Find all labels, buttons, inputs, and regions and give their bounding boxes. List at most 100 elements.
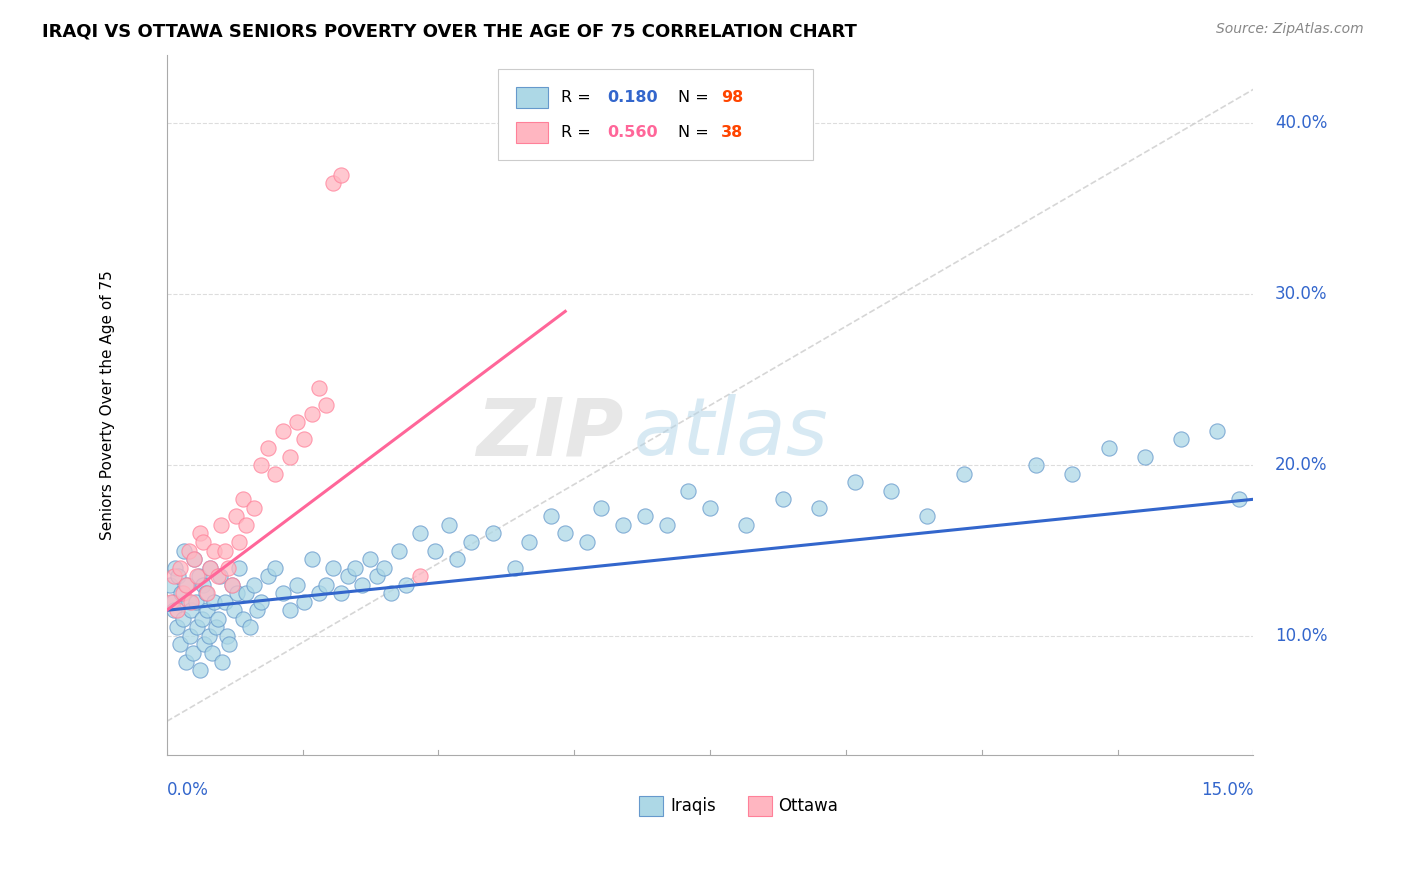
Point xyxy=(735,517,758,532)
Text: 10.0%: 10.0% xyxy=(1275,627,1327,645)
Point xyxy=(952,467,974,481)
Point xyxy=(301,552,323,566)
Point xyxy=(301,407,323,421)
Point xyxy=(329,586,352,600)
Point xyxy=(612,517,634,532)
Point xyxy=(503,560,526,574)
Point xyxy=(188,526,211,541)
Point xyxy=(198,629,221,643)
Point xyxy=(177,543,200,558)
Point xyxy=(179,629,201,643)
Point xyxy=(1062,467,1084,481)
Point xyxy=(165,560,187,574)
Point xyxy=(439,517,461,532)
Point xyxy=(308,381,330,395)
Text: IRAQI VS OTTAWA SENIORS POVERTY OVER THE AGE OF 75 CORRELATION CHART: IRAQI VS OTTAWA SENIORS POVERTY OVER THE… xyxy=(42,22,858,40)
Point xyxy=(191,577,214,591)
Point xyxy=(575,535,598,549)
Point xyxy=(409,526,432,541)
Point xyxy=(1206,424,1229,438)
Text: R =: R = xyxy=(561,90,596,104)
Point xyxy=(172,612,194,626)
Text: 0.180: 0.180 xyxy=(607,90,658,104)
Point xyxy=(202,595,225,609)
Point xyxy=(344,560,367,574)
Point xyxy=(308,586,330,600)
Point xyxy=(177,595,200,609)
Point xyxy=(205,620,228,634)
Point xyxy=(554,526,576,541)
Text: Ottawa: Ottawa xyxy=(779,797,838,815)
Point xyxy=(315,398,337,412)
Point xyxy=(225,509,247,524)
Text: R =: R = xyxy=(561,125,596,140)
Text: 30.0%: 30.0% xyxy=(1275,285,1327,303)
Point xyxy=(180,603,202,617)
Point xyxy=(232,612,254,626)
Point xyxy=(173,543,195,558)
Point xyxy=(409,569,432,583)
Point xyxy=(315,577,337,591)
Point xyxy=(388,543,411,558)
Point xyxy=(186,569,208,583)
Point xyxy=(217,560,239,574)
Point xyxy=(232,492,254,507)
Point xyxy=(162,595,184,609)
Point xyxy=(807,500,830,515)
Point xyxy=(221,577,243,591)
Text: Source: ZipAtlas.com: Source: ZipAtlas.com xyxy=(1216,22,1364,37)
Point xyxy=(224,603,246,617)
Point xyxy=(187,569,209,583)
Point xyxy=(195,586,218,600)
Point xyxy=(207,569,229,583)
Point xyxy=(446,552,468,566)
Point xyxy=(1133,450,1156,464)
Point xyxy=(193,637,215,651)
Point xyxy=(591,500,613,515)
Point xyxy=(160,595,183,609)
Point xyxy=(481,526,503,541)
FancyBboxPatch shape xyxy=(516,87,548,108)
Point xyxy=(170,586,193,600)
Point xyxy=(329,168,352,182)
Point xyxy=(228,535,250,549)
Point xyxy=(699,500,721,515)
Point xyxy=(285,416,308,430)
Point xyxy=(373,560,395,574)
Point xyxy=(166,620,188,634)
Text: N =: N = xyxy=(678,125,713,140)
Bar xyxy=(748,797,772,815)
Point xyxy=(322,560,344,574)
Point xyxy=(271,424,294,438)
Point xyxy=(460,535,482,549)
Point xyxy=(215,629,238,643)
Point xyxy=(294,433,316,447)
Point xyxy=(188,663,211,677)
Point xyxy=(167,569,190,583)
Point xyxy=(880,483,903,498)
Point xyxy=(163,569,186,583)
Point xyxy=(1227,492,1250,507)
Point xyxy=(1025,458,1047,472)
Point xyxy=(250,458,273,472)
Point xyxy=(228,560,250,574)
Text: Seniors Poverty Over the Age of 75: Seniors Poverty Over the Age of 75 xyxy=(100,270,114,541)
Point xyxy=(181,646,204,660)
Point xyxy=(336,569,359,583)
Point xyxy=(211,655,233,669)
Point xyxy=(634,509,657,524)
Point xyxy=(174,655,197,669)
Point xyxy=(1170,433,1192,447)
Point xyxy=(264,467,287,481)
Point xyxy=(772,492,794,507)
Point xyxy=(208,569,231,583)
Point xyxy=(207,612,229,626)
Point xyxy=(214,595,236,609)
Point xyxy=(174,577,197,591)
Point xyxy=(169,560,191,574)
Point xyxy=(1097,441,1119,455)
Text: 0.560: 0.560 xyxy=(607,125,658,140)
Point xyxy=(200,560,222,574)
FancyBboxPatch shape xyxy=(498,70,813,161)
Text: ZIP: ZIP xyxy=(475,394,623,473)
